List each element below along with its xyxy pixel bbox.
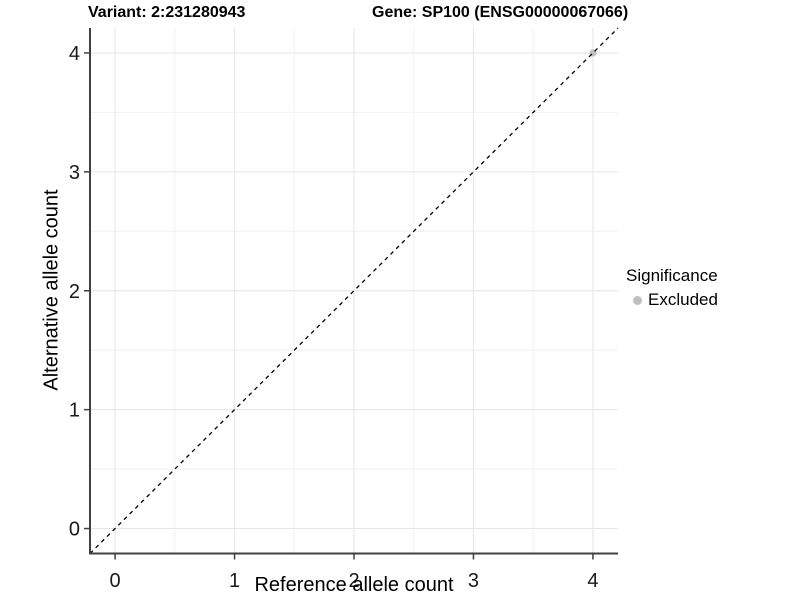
x-tick-label: 0 — [110, 570, 121, 592]
variant-title: Variant: 2:231280943 — [88, 4, 246, 21]
legend-item-label: Excluded — [648, 290, 718, 309]
gene-title: Gene: SP100 (ENSG00000067066) — [372, 4, 629, 21]
y-tick-label: 1 — [69, 400, 80, 422]
y-axis-title: Alternative allele count — [40, 189, 63, 391]
y-tick-label: 0 — [69, 519, 80, 541]
legend: Significance Excluded — [626, 266, 718, 310]
excluded-point-icon — [633, 295, 642, 305]
y-tick-label: 4 — [69, 43, 80, 65]
legend-title: Significance — [626, 266, 718, 285]
y-tick-label: 3 — [69, 162, 80, 184]
x-axis-title: Reference allele count — [254, 574, 454, 596]
x-tick-label: 4 — [587, 570, 598, 592]
x-tick-label: 1 — [229, 570, 240, 592]
y-tick-label: 2 — [69, 281, 80, 303]
x-tick-label: 3 — [468, 570, 479, 592]
legend-item-excluded: Excluded — [626, 290, 718, 310]
x-tick-label: 2 — [348, 570, 359, 592]
